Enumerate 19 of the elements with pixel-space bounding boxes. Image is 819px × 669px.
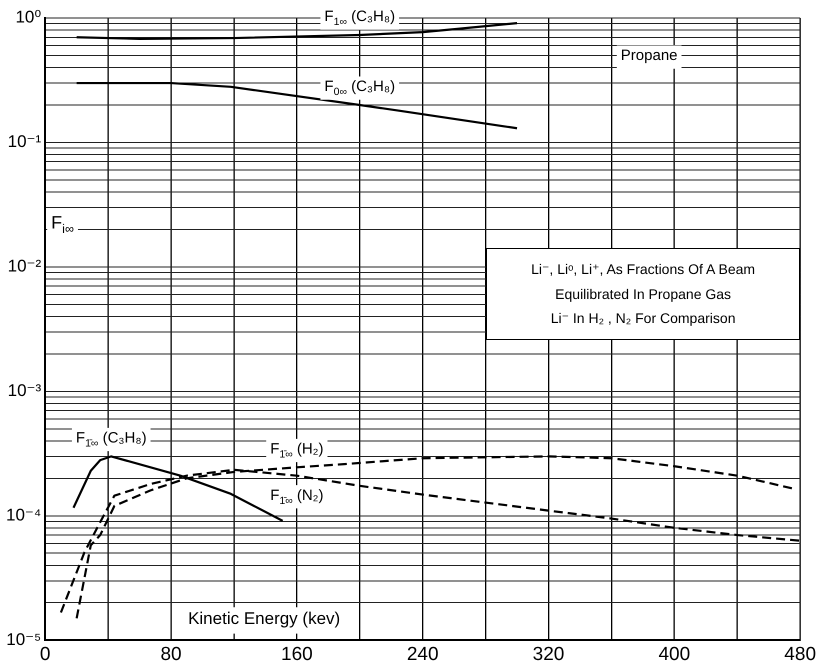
x-tick-label: 320 [532, 644, 564, 665]
y-tick-label: 10⁻⁴ [6, 505, 42, 524]
x-tick-label: 480 [784, 644, 816, 665]
y-tick-label: 10⁻² [8, 256, 42, 276]
x-tick-label: 80 [160, 644, 182, 665]
x-tick-label: 400 [658, 644, 690, 665]
annotation: Li⁻ In H₂ , N₂ For Comparison [550, 310, 736, 328]
y-tick-label: 10⁻¹ [8, 132, 42, 152]
annotation: Li⁻, Liᵒ, Li⁺, As Fractions Of A Beam [530, 261, 756, 278]
text-box: Li⁻, Liᵒ, Li⁺, As Fractions Of A Beam Equilibrated In Propane Gas Li⁻ In H₂ , N₂ For Comparison [486, 248, 800, 340]
x-tick-label: 0 [40, 644, 50, 665]
x-axis-title: Kinetic Energy (kev) [188, 608, 340, 628]
y-tick-label: 10⁻⁵ [6, 630, 42, 649]
x-tick-label: 160 [280, 644, 313, 665]
x-tick-label: 240 [406, 644, 439, 665]
annotation: Equilibrated In Propane Gas [554, 286, 732, 302]
text: Propane [620, 47, 678, 64]
y-tick-label: 10⁻³ [8, 381, 42, 400]
y-tick-label: 10⁰ [15, 8, 42, 27]
